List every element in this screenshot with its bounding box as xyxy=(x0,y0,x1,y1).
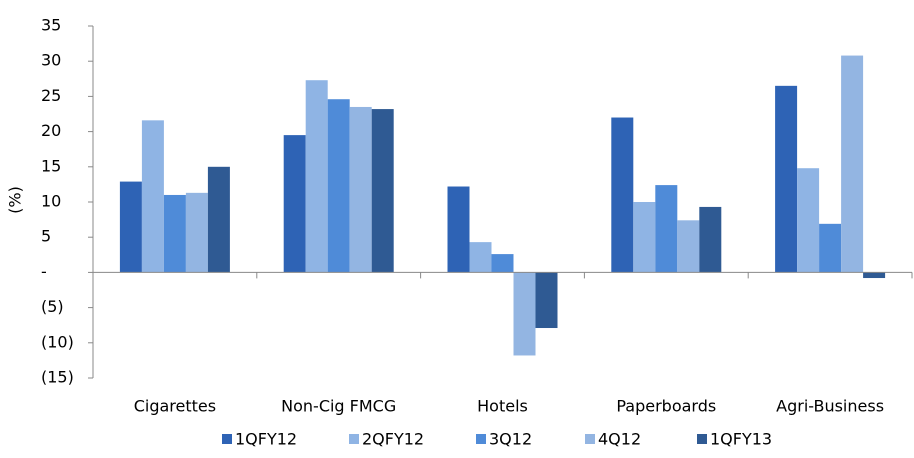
bar xyxy=(119,181,142,273)
y-axis-label: (%) xyxy=(6,186,25,214)
y-tick-label: (5) xyxy=(41,297,64,316)
legend-label: 2QFY12 xyxy=(362,430,424,449)
bar xyxy=(469,242,492,273)
legend-label: 1QFY13 xyxy=(710,430,772,449)
y-tick-label: - xyxy=(41,262,47,281)
y-tick-label: 5 xyxy=(41,227,51,246)
y-tick-label: 15 xyxy=(41,156,61,175)
bar xyxy=(535,272,558,329)
bar xyxy=(775,85,798,273)
legend-swatch xyxy=(476,434,486,444)
bar xyxy=(163,194,186,273)
bar xyxy=(819,223,842,273)
y-tick-label: 35 xyxy=(41,16,61,35)
bar xyxy=(349,106,372,273)
bar xyxy=(797,168,820,273)
bar xyxy=(371,109,394,273)
legend-label: 4Q12 xyxy=(598,430,641,449)
bar xyxy=(207,166,230,273)
y-tick-label: 25 xyxy=(41,86,61,105)
bar xyxy=(655,185,678,273)
legend-swatch xyxy=(349,434,359,444)
bar xyxy=(447,186,470,273)
bar xyxy=(863,272,886,279)
bar xyxy=(327,99,350,273)
legend-swatch xyxy=(585,434,595,444)
y-tick-label: 30 xyxy=(41,51,61,70)
legend-label: 3Q12 xyxy=(489,430,532,449)
x-tick-label: Paperboards xyxy=(616,397,716,416)
x-tick-label: Agri-Business xyxy=(776,397,884,416)
legend-swatch xyxy=(697,434,707,444)
y-tick-label: 10 xyxy=(41,192,61,211)
bar xyxy=(141,120,164,273)
bar xyxy=(633,202,656,273)
bar xyxy=(677,220,700,273)
bar xyxy=(841,55,864,273)
bar xyxy=(513,272,536,356)
legend-label: 1QFY12 xyxy=(235,430,297,449)
bar xyxy=(611,117,634,273)
bar xyxy=(491,254,514,273)
x-tick-label: Hotels xyxy=(477,397,528,416)
legend-swatch xyxy=(222,434,232,444)
y-tick-label: (10) xyxy=(41,332,74,351)
bar xyxy=(305,80,328,273)
bar xyxy=(185,192,208,273)
x-tick-label: Non-Cig FMCG xyxy=(281,397,396,416)
y-tick-label: 20 xyxy=(41,121,61,140)
bar xyxy=(283,135,306,273)
x-tick-label: Cigarettes xyxy=(134,397,216,416)
bar xyxy=(699,206,722,273)
y-tick-label: (15) xyxy=(41,368,74,387)
